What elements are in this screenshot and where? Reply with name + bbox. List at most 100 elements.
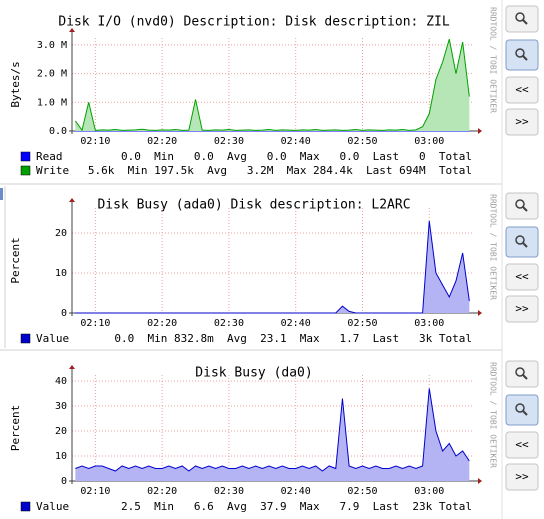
button-frame [505,360,539,388]
legend-stats: 0.0 Min 0.0 Avg 0.0 Max 0.0 Last 0 Total [121,150,472,163]
series-line [75,220,470,314]
axis-arrow [478,128,482,134]
zoom-icon [515,235,525,245]
forward-button[interactable]: >> [505,108,539,136]
chart-title: Disk I/O (nvd0) Description: Disk descri… [58,15,450,30]
button-label[interactable]: >> [515,302,529,315]
side-marker [0,188,3,200]
x-tick-label: 02:20 [147,486,177,497]
plot-area [72,38,472,131]
zoom-icon [522,19,528,25]
button-frame [505,192,539,220]
plot-area [72,375,472,481]
zoom-icon [515,403,525,413]
button-label[interactable]: << [515,270,529,283]
axis-arrow [478,478,482,484]
series-line [75,388,470,472]
y-tick-label: 2.0 M [37,69,67,80]
button-frame [505,108,539,136]
zoom-out-button[interactable] [505,394,539,426]
zoom-in-button[interactable] [505,192,539,220]
back-button[interactable]: << [505,431,539,459]
legend-swatch [20,501,31,512]
x-tick-label: 02:20 [147,318,177,329]
legend-stats: 0.0 Min 832.8m Avg 23.1 Max 1.7 Last 3k … [114,332,472,345]
y-tick-label: 40 [55,376,67,387]
zoom-out-button[interactable] [505,226,539,258]
legend-label: Value [36,500,69,513]
y-tick-label: 1.0 M [37,97,67,108]
series-area [75,388,470,481]
y-tick-label: 0.0 [49,126,67,137]
x-tick-label: 02:10 [80,486,110,497]
button-frame [505,463,539,491]
y-tick-label: 10 [55,268,67,279]
legend-label: Value [36,332,69,345]
y-tick-label: 30 [55,401,67,412]
series-area [75,39,470,131]
x-tick-label: 02:50 [347,136,377,147]
y-tick-label: 20 [55,228,67,239]
y-axis-title: Percent [9,405,22,451]
watermark: RRDTOOL / TOBI OETIKER [489,362,498,468]
back-button[interactable]: << [505,263,539,291]
x-tick-label: 02:50 [347,486,377,497]
zoom-icon [515,12,525,22]
legend-stats: 2.5 Min 6.6 Avg 37.9 Max 7.9 Last 23k To… [121,500,472,513]
x-tick-label: 02:40 [281,486,311,497]
y-axis-title: Bytes/s [9,61,22,107]
axis-arrow [69,28,75,32]
x-tick-label: 02:10 [80,318,110,329]
zoom-icon [515,367,525,377]
legend-label: Read [36,150,63,163]
chart-title: Disk Busy (ada0) Disk description: L2ARC [97,198,410,213]
forward-button[interactable]: >> [505,295,539,323]
axis-arrow [478,310,482,316]
button-frame [505,263,539,291]
axis-arrow [69,198,75,202]
button-label[interactable]: >> [515,470,529,483]
legend-label: Write [36,164,69,177]
zoom-out-button[interactable] [505,39,539,71]
watermark: RRDTOOL / TOBI OETIKER [489,7,498,113]
x-tick-label: 02:20 [147,136,177,147]
zoom-icon [522,242,528,248]
chart-title: Disk Busy (da0) [195,366,312,381]
legend-stats: 5.6k Min 197.5k Avg 3.2M Max 284.4k Last… [88,164,472,177]
forward-button[interactable]: >> [505,463,539,491]
plot-area [72,208,472,313]
legend-swatch [20,151,31,162]
legend-swatch [20,165,31,176]
zoom-in-button[interactable] [505,360,539,388]
x-tick-label: 02:40 [281,136,311,147]
y-tick-label: 0 [61,308,67,319]
series-line [74,39,470,132]
x-tick-label: 03:00 [414,486,444,497]
button-label[interactable]: >> [515,115,529,128]
zoom-icon [522,374,528,380]
button-frame [505,431,539,459]
zoom-icon [515,48,525,58]
zoom-in-button[interactable] [505,5,539,33]
x-tick-label: 03:00 [414,136,444,147]
x-tick-label: 02:30 [214,136,244,147]
button-label[interactable]: << [515,83,529,96]
button-frame [505,226,539,258]
watermark: RRDTOOL / TOBI OETIKER [489,194,498,300]
button-frame [505,39,539,71]
y-axis-title: Percent [9,237,22,283]
button-frame [505,5,539,33]
legend-swatch [20,333,31,344]
x-tick-label: 03:00 [414,318,444,329]
y-tick-label: 3.0 M [37,40,67,51]
button-frame [505,394,539,426]
y-tick-label: 20 [55,426,67,437]
axis-arrow [69,365,75,369]
y-tick-label: 0 [61,476,67,487]
x-tick-label: 02:40 [281,318,311,329]
back-button[interactable]: << [505,76,539,104]
button-label[interactable]: << [515,438,529,451]
button-frame [505,295,539,323]
zoom-icon [522,410,528,416]
